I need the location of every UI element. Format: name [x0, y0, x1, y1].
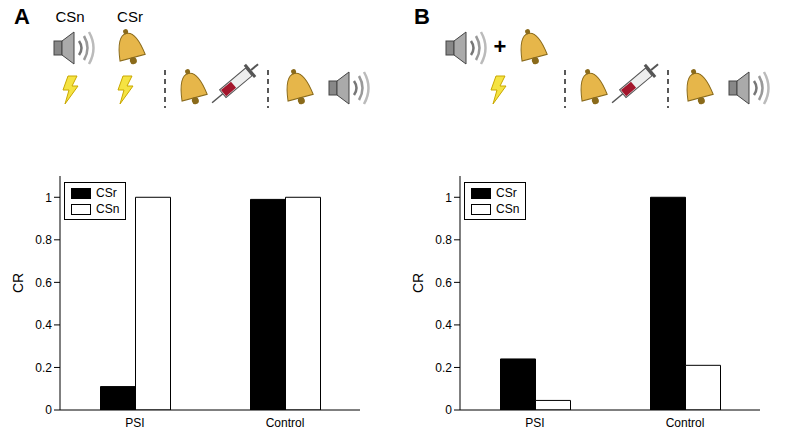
svg-text:0.8: 0.8 [35, 233, 52, 247]
svg-text:Control: Control [266, 416, 305, 430]
svg-text:PSI: PSI [525, 416, 544, 430]
svg-text:0.2: 0.2 [435, 361, 452, 375]
html-text:CSn: CSn [496, 202, 520, 216]
html-text:CSn: CSn [96, 202, 120, 216]
svg-text:0: 0 [445, 403, 452, 417]
svg-text:1: 1 [45, 191, 52, 205]
svg-text:CSn: CSn [55, 8, 84, 25]
svg-text:+: + [494, 34, 507, 59]
svg-text:0: 0 [45, 403, 52, 417]
svg-text:CR: CR [10, 273, 26, 293]
svg-text:PSI: PSI [125, 416, 144, 430]
html-text:CSr: CSr [96, 186, 117, 200]
html-text:CSr: CSr [496, 186, 517, 200]
svg-text:0.4: 0.4 [435, 318, 452, 332]
svg-text:0.6: 0.6 [435, 276, 452, 290]
svg-text:Control: Control [666, 416, 705, 430]
svg-text:1: 1 [445, 191, 452, 205]
svg-text:CSr: CSr [117, 8, 143, 25]
svg-text:0.4: 0.4 [35, 318, 52, 332]
svg-text:0.8: 0.8 [435, 233, 452, 247]
svg-text:0.2: 0.2 [35, 361, 52, 375]
svg-text:B: B [414, 4, 430, 29]
svg-text:A: A [14, 4, 30, 29]
svg-text:CR: CR [410, 273, 426, 293]
svg-text:0.6: 0.6 [35, 276, 52, 290]
